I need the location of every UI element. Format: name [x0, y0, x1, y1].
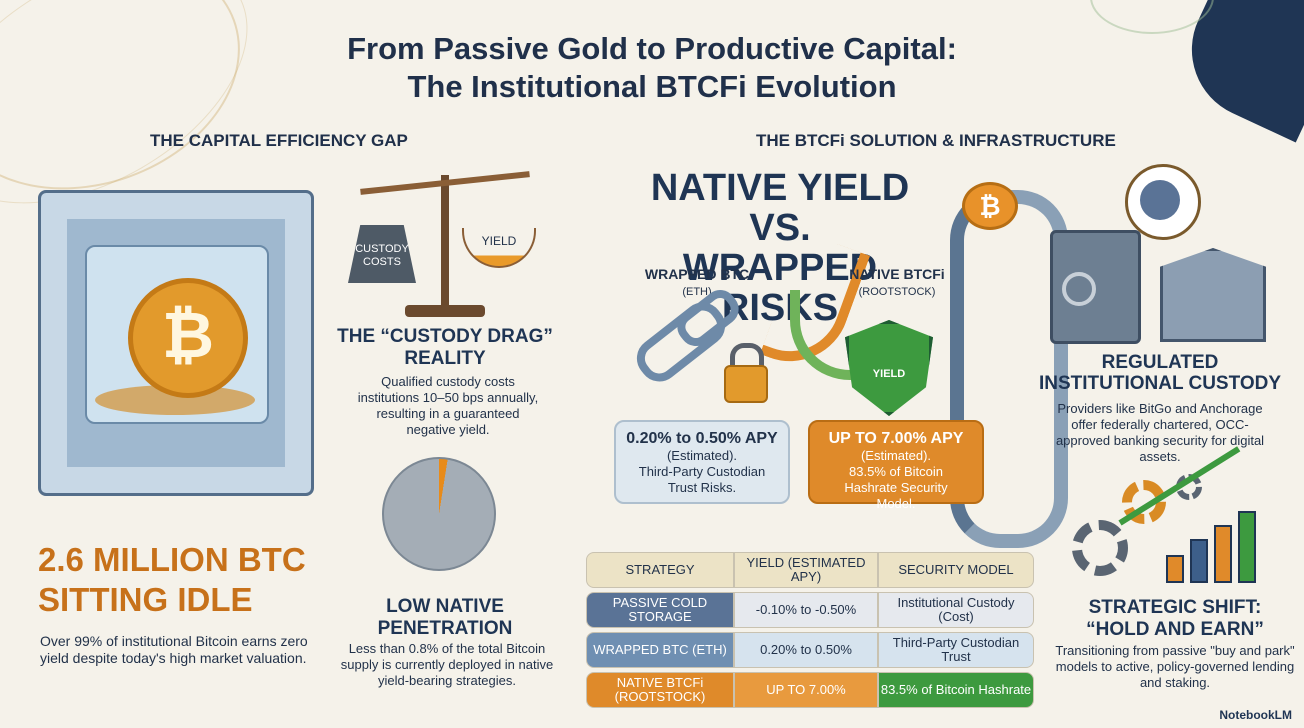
table-header-cell: SECURITY MODEL — [878, 552, 1034, 588]
bitcoin-coin-icon: ₿ — [128, 278, 248, 398]
wrapped-btc-sub: (ETH) — [682, 286, 712, 298]
custody-costs-weight: CUSTODY COSTS — [348, 225, 416, 283]
open-lock-shackle-icon — [730, 343, 764, 374]
custody-drag-body: Qualified custody costs institutions 10–… — [357, 374, 539, 437]
idle-btc-body: Over 99% of institutional Bitcoin earns … — [40, 633, 308, 666]
strategic-shift-body: Transitioning from passive "buy and park… — [1055, 643, 1295, 690]
table-header-cell: YIELD (ESTIMATED APY) — [734, 552, 878, 588]
custody-drag-heading: THE “CUSTODY DRAG” REALITY — [330, 326, 560, 370]
shift-heading-line1: STRATEGIC SHIFT: — [1088, 597, 1262, 618]
table-cell-security: Institutional Custody (Cost) — [878, 592, 1034, 628]
native-apy-estimated: (Estimated). — [860, 448, 932, 463]
right-section-title: THE BTCFi SOLUTION & INFRASTRUCTURE — [756, 131, 1116, 150]
wrapped-apy-callout: 0.20% to 0.50% APY (Estimated). Third-Pa… — [614, 420, 790, 504]
table-cell-security: Third-Party Custodian Trust — [878, 632, 1034, 668]
strategy-comparison-table: STRATEGY YIELD (ESTIMATED APY) SECURITY … — [586, 552, 1034, 712]
low-penetration-heading: LOW NATIVE PENETRATION — [345, 596, 545, 640]
strategic-shift-heading: STRATEGIC SHIFT: “HOLD AND EARN” — [1060, 597, 1290, 641]
wrapped-apy-value: 0.20% to 0.50% APY — [626, 430, 778, 447]
regulated-custody-heading: REGULATED INSTITUTIONAL CUSTODY — [1030, 352, 1290, 394]
regulated-custody-body: Providers like BitGo and Anchorage offer… — [1055, 401, 1265, 464]
penetration-heading-line2: PENETRATION — [377, 618, 513, 639]
table-cell-yield: 0.20% to 0.50% — [734, 632, 878, 668]
yield-shield-icon: YIELD — [845, 320, 933, 416]
scale-base — [405, 305, 485, 317]
idle-heading-line2: SITTING IDLE — [38, 581, 253, 618]
growth-bar — [1238, 511, 1256, 583]
native-btcfi-sub: (ROOTSTOCK) — [858, 286, 936, 298]
growth-bar-chart-icon — [1160, 505, 1256, 583]
notebooklm-brand-label: NotebookLM — [1219, 708, 1292, 722]
idle-heading-line1: 2.6 MILLION BTC — [38, 541, 306, 578]
wrapped-btc-title: WRAPPED BTC — [644, 266, 750, 282]
wrapped-apy-estimated: (Estimated). — [666, 448, 738, 463]
table-row: WRAPPED BTC (ETH) 0.20% to 0.50% Third-P… — [586, 632, 1034, 668]
title-line-2: The Institutional BTCFi Evolution — [407, 69, 897, 104]
table-cell-yield: UP TO 7.00% — [734, 672, 878, 708]
yield-scale-pan: YIELD — [462, 228, 536, 268]
title-line-1: From Passive Gold to Productive Capital: — [347, 31, 957, 66]
native-apy-value: UP TO 7.00% APY — [828, 430, 964, 447]
custody-drag-heading-line1: THE “CUSTODY DRAG” — [337, 326, 553, 347]
page-title: From Passive Gold to Productive Capital:… — [0, 30, 1304, 106]
left-section-title: THE CAPITAL EFFICIENCY GAP — [150, 131, 408, 150]
table-header-row: STRATEGY YIELD (ESTIMATED APY) SECURITY … — [586, 552, 1034, 588]
table-cell-strategy: NATIVE BTCFi (ROOTSTOCK) — [586, 672, 734, 708]
table-cell-strategy: WRAPPED BTC (ETH) — [586, 632, 734, 668]
native-penetration-pie — [382, 457, 496, 571]
native-apy-risk: 83.5% of Bitcoin Hashrate Security Model… — [844, 464, 948, 511]
low-penetration-body: Less than 0.8% of the total Bitcoin supp… — [340, 641, 554, 688]
growth-bar — [1214, 525, 1232, 583]
bank-building-icon — [1160, 248, 1266, 342]
growth-bar — [1166, 555, 1184, 583]
growth-bar — [1190, 539, 1208, 583]
table-row: NATIVE BTCFi (ROOTSTOCK) UP TO 7.00% 83.… — [586, 672, 1034, 708]
table-cell-yield: -0.10% to -0.50% — [734, 592, 878, 628]
penetration-heading-line1: LOW NATIVE — [386, 596, 504, 617]
wrapped-btc-label: WRAPPED BTC (ETH) — [642, 266, 752, 298]
scale-post — [441, 175, 449, 310]
custody-heading-line2: INSTITUTIONAL CUSTODY — [1038, 373, 1282, 394]
gear-icon — [1122, 480, 1166, 524]
table-cell-security: 83.5% of Bitcoin Hashrate — [878, 672, 1034, 708]
shift-heading-line2: “HOLD AND EARN” — [1086, 619, 1264, 640]
wrapped-apy-risk: Third-Party Custodian Trust Risks. — [638, 464, 766, 495]
safe-dial-icon — [1062, 272, 1096, 306]
headline-line1: NATIVE YIELD VS. — [650, 167, 910, 249]
open-lock-icon — [724, 365, 768, 403]
gear-icon — [1072, 520, 1128, 576]
native-btcfi-label: NATIVE BTCFi (ROOTSTOCK) — [842, 266, 952, 298]
table-row: PASSIVE COLD STORAGE -0.10% to -0.50% In… — [586, 592, 1034, 628]
idle-btc-heading: 2.6 MILLION BTC SITTING IDLE — [38, 540, 328, 620]
custody-heading-line1: REGULATED — [1101, 352, 1219, 373]
table-header-cell: STRATEGY — [586, 552, 734, 588]
custody-drag-heading-line2: REALITY — [404, 348, 486, 369]
bitcoin-token-icon: ₿ — [962, 182, 1018, 230]
table-cell-strategy: PASSIVE COLD STORAGE — [586, 592, 734, 628]
native-apy-callout: UP TO 7.00% APY (Estimated). 83.5% of Bi… — [808, 420, 984, 511]
native-btcfi-title: NATIVE BTCFi — [849, 266, 945, 282]
eagle-seal-center — [1140, 180, 1180, 220]
